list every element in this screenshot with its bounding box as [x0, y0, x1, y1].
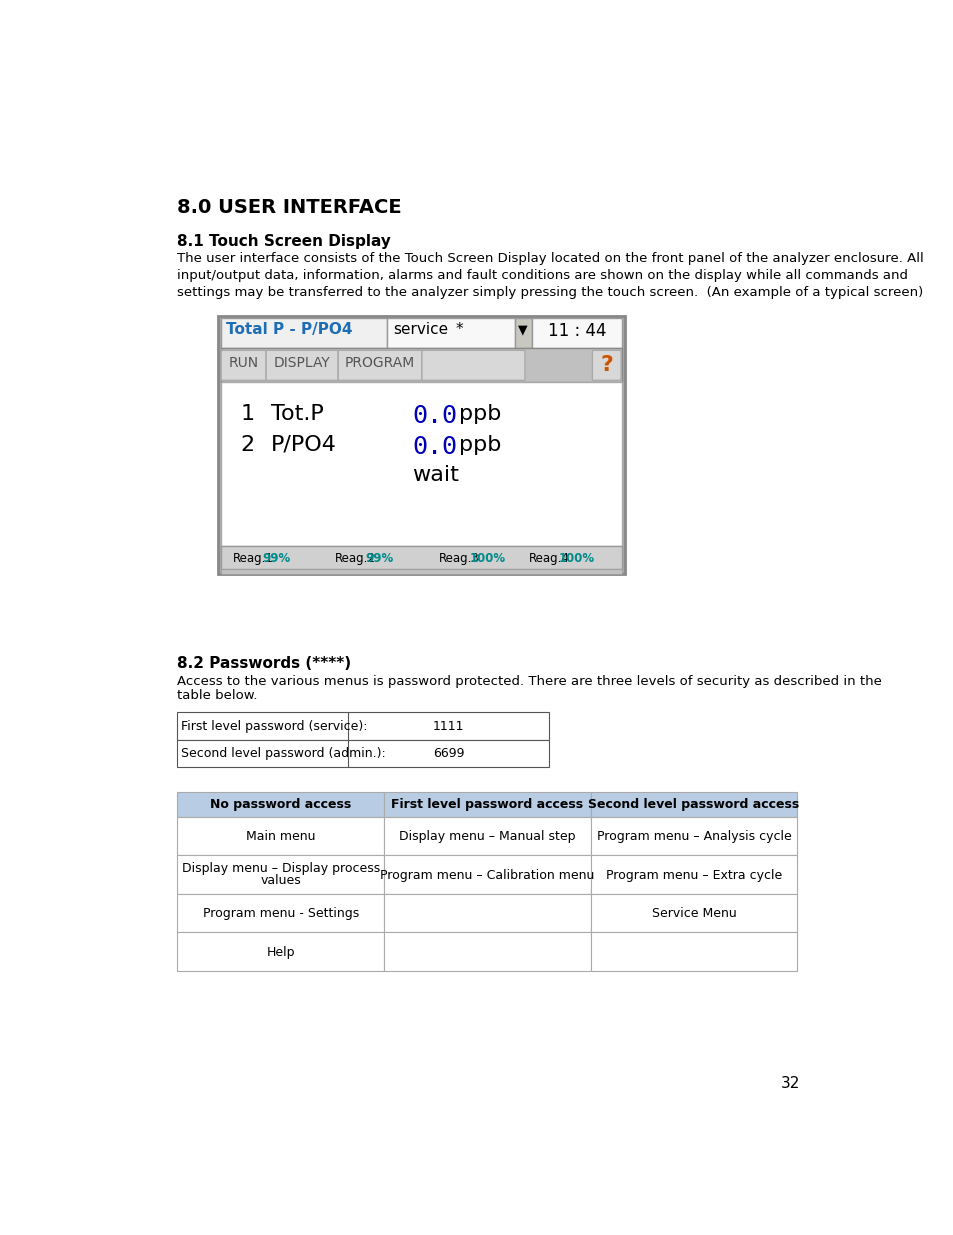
- Text: Program menu – Extra cycle: Program menu – Extra cycle: [605, 869, 781, 882]
- Text: Help: Help: [266, 946, 294, 958]
- Text: table below.: table below.: [177, 689, 257, 701]
- Text: Display menu – Manual step: Display menu – Manual step: [398, 830, 575, 844]
- Bar: [177, 894, 384, 932]
- Bar: [384, 855, 590, 894]
- Text: 8.1 Touch Screen Display: 8.1 Touch Screen Display: [177, 235, 391, 249]
- Text: 6699: 6699: [433, 747, 464, 761]
- Text: Second level password access: Second level password access: [588, 798, 799, 811]
- Text: Access to the various menus is password protected. There are three levels of sec: Access to the various menus is password …: [177, 674, 882, 688]
- Bar: [220, 348, 621, 383]
- Text: No password access: No password access: [210, 798, 351, 811]
- Bar: [532, 319, 621, 348]
- Text: RUN: RUN: [229, 356, 258, 370]
- Text: 8.2 Passwords (****): 8.2 Passwords (****): [177, 656, 351, 672]
- Text: Total P - P/PO4: Total P - P/PO4: [226, 322, 353, 337]
- Text: The user interface consists of the Touch Screen Display located on the front pan: The user interface consists of the Touch…: [177, 252, 923, 266]
- Bar: [220, 569, 621, 574]
- Text: *: *: [456, 322, 463, 337]
- Bar: [177, 711, 549, 740]
- Text: Program menu – Analysis cycle: Program menu – Analysis cycle: [596, 830, 791, 844]
- Text: 100%: 100%: [469, 552, 505, 564]
- Text: 99%: 99%: [262, 552, 291, 564]
- FancyBboxPatch shape: [337, 351, 421, 380]
- Text: wait: wait: [412, 466, 458, 485]
- Bar: [515, 319, 532, 348]
- Text: Program menu – Calibration menu: Program menu – Calibration menu: [380, 869, 594, 882]
- Text: 32: 32: [781, 1076, 800, 1091]
- Text: PROGRAM: PROGRAM: [345, 356, 415, 370]
- Bar: [220, 383, 621, 546]
- Text: Reag.4: Reag.4: [528, 552, 569, 564]
- Text: Reag.3: Reag.3: [439, 552, 479, 564]
- Text: input/output data, information, alarms and fault conditions are shown on the dis: input/output data, information, alarms a…: [177, 269, 907, 282]
- Text: Tot.P: Tot.P: [271, 404, 324, 424]
- FancyBboxPatch shape: [421, 351, 524, 380]
- Text: Display menu – Display process: Display menu – Display process: [181, 862, 379, 874]
- Text: settings may be transferred to the analyzer simply pressing the touch screen.  (: settings may be transferred to the analy…: [177, 287, 923, 299]
- Text: 1111: 1111: [433, 720, 464, 732]
- FancyBboxPatch shape: [221, 351, 266, 380]
- Bar: [590, 792, 797, 816]
- Bar: [218, 316, 624, 574]
- Bar: [384, 932, 590, 971]
- Text: Reag.1: Reag.1: [233, 552, 273, 564]
- Text: First level password access: First level password access: [391, 798, 583, 811]
- Bar: [177, 932, 384, 971]
- Text: ?: ?: [599, 354, 613, 374]
- Text: 8.0 USER INTERFACE: 8.0 USER INTERFACE: [177, 199, 401, 217]
- Text: DISPLAY: DISPLAY: [274, 356, 330, 370]
- Text: 1: 1: [240, 404, 254, 424]
- Text: 2: 2: [240, 435, 254, 454]
- Bar: [387, 319, 515, 348]
- Text: 11 : 44: 11 : 44: [547, 322, 606, 340]
- Text: 99%: 99%: [365, 552, 393, 564]
- FancyBboxPatch shape: [592, 351, 620, 380]
- FancyBboxPatch shape: [266, 351, 337, 380]
- Text: Second level password (admin.):: Second level password (admin.):: [181, 747, 386, 761]
- Text: ppb: ppb: [458, 435, 500, 454]
- Text: values: values: [260, 874, 301, 887]
- Text: Service Menu: Service Menu: [651, 908, 736, 920]
- Bar: [590, 855, 797, 894]
- Text: 100%: 100%: [558, 552, 594, 564]
- Text: P/PO4: P/PO4: [271, 435, 336, 454]
- Bar: [177, 816, 384, 855]
- Bar: [384, 894, 590, 932]
- Bar: [384, 816, 590, 855]
- Bar: [177, 792, 384, 816]
- Bar: [220, 319, 387, 348]
- Bar: [220, 546, 621, 569]
- Text: First level password (service):: First level password (service):: [181, 720, 367, 732]
- Text: 0.0: 0.0: [412, 435, 456, 458]
- Text: Program menu - Settings: Program menu - Settings: [202, 908, 358, 920]
- Text: ppb: ppb: [458, 404, 500, 424]
- Bar: [590, 816, 797, 855]
- Bar: [177, 740, 549, 767]
- Text: service: service: [394, 322, 448, 337]
- Text: ▼: ▼: [517, 324, 527, 337]
- Text: 0.0: 0.0: [412, 404, 456, 427]
- Bar: [590, 894, 797, 932]
- Bar: [590, 932, 797, 971]
- Bar: [177, 855, 384, 894]
- Bar: [384, 792, 590, 816]
- Text: Reag.2: Reag.2: [335, 552, 375, 564]
- Text: Main menu: Main menu: [246, 830, 315, 844]
